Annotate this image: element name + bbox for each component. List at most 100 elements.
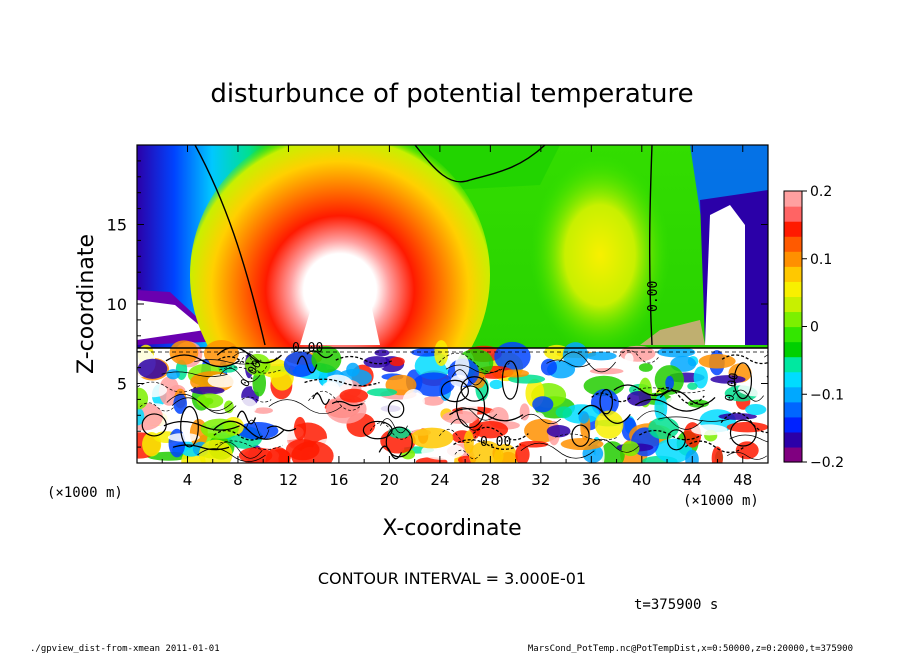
x-axis-label: X-coordinate xyxy=(382,516,521,541)
contour-line xyxy=(312,392,330,406)
turbulence-blob xyxy=(583,375,625,397)
turbulence-blob xyxy=(726,421,768,433)
contour-line xyxy=(163,420,240,431)
contour-label: 0.00 xyxy=(722,372,741,403)
contour-label: 0.00 xyxy=(480,435,511,450)
turbulence-blob xyxy=(442,410,478,424)
turbulence-blob xyxy=(190,386,225,395)
turbulence-blob xyxy=(374,349,390,357)
turbulence-blob xyxy=(402,389,425,415)
turbulence-blob xyxy=(434,340,449,366)
contour-line xyxy=(215,441,263,459)
colorbar-segment xyxy=(784,431,802,448)
y-tick-label: 15 xyxy=(107,216,127,235)
turbulence-blob xyxy=(207,373,237,388)
turbulence-blob xyxy=(412,372,455,397)
x-tick-label: 16 xyxy=(329,471,348,489)
contour-line xyxy=(726,451,768,460)
contour-line xyxy=(241,396,272,403)
contour-line xyxy=(472,426,529,441)
contour-line xyxy=(166,393,233,412)
contour-loop xyxy=(733,362,753,400)
contour-line xyxy=(245,419,270,440)
turbulence-blob xyxy=(562,342,589,368)
contour-line xyxy=(729,434,768,443)
contour-line xyxy=(559,351,616,373)
turbulence-blob xyxy=(339,388,369,403)
turbulence-blob xyxy=(578,411,589,424)
turbulence-blob xyxy=(291,441,334,463)
turbulence-blob xyxy=(745,403,767,416)
colorbar-segment xyxy=(784,266,802,282)
turbulence-blob xyxy=(200,418,239,439)
contour-line xyxy=(212,420,285,440)
colorbar-segment xyxy=(784,221,802,237)
contour-line xyxy=(304,378,380,387)
footer-left: ./gpview_dist-from-xmean 2011-01-01 xyxy=(30,644,220,654)
contour-loop xyxy=(501,360,519,400)
turbulence-blob xyxy=(738,381,768,397)
contour-line xyxy=(450,418,483,431)
contour-line xyxy=(634,398,705,412)
turbulence-blob xyxy=(654,393,668,422)
contour-line xyxy=(546,359,591,368)
colorbar-segment xyxy=(784,251,802,267)
contour-loop xyxy=(141,413,167,437)
contour-line xyxy=(449,407,524,422)
contour-line xyxy=(215,440,283,450)
turbulence-blob xyxy=(198,439,233,463)
x-tick-label: 40 xyxy=(632,471,651,489)
colorbar-tick-label: −0.1 xyxy=(810,387,844,403)
turbulence-blob xyxy=(589,367,624,375)
turbulence-blob xyxy=(454,354,470,380)
contour-line xyxy=(453,439,522,450)
contour-line xyxy=(306,350,334,359)
contour-loop xyxy=(599,388,613,415)
contour-line xyxy=(438,352,510,373)
turbulence-blob xyxy=(137,358,168,379)
contour-line xyxy=(613,384,669,397)
contour-line xyxy=(217,356,262,365)
colorbar-segment xyxy=(784,326,802,343)
contour-line xyxy=(577,404,631,424)
turbulence-blob xyxy=(711,446,723,463)
turbulence-blob xyxy=(698,354,736,369)
x-unit-left: (×1000 m) xyxy=(47,485,123,501)
turbulence-blob xyxy=(687,382,698,390)
contour-line xyxy=(732,389,764,402)
contour-loop xyxy=(385,426,413,458)
colorbar-segment xyxy=(784,296,802,313)
contour-line xyxy=(451,407,498,421)
contour-line xyxy=(380,418,408,434)
turbulence-blob xyxy=(265,446,291,463)
turbulence-blob xyxy=(137,387,149,410)
turbulence-blob xyxy=(691,424,728,436)
contour-line xyxy=(331,400,363,407)
turbulence-blob xyxy=(376,402,408,413)
turbulence-blob xyxy=(422,396,444,406)
x-tick-label: 20 xyxy=(380,471,399,489)
contour-line xyxy=(638,429,702,441)
contour-line xyxy=(232,351,278,364)
colorbar-tick-label: 0.1 xyxy=(810,252,832,268)
turbulence-blob xyxy=(693,366,708,389)
contour-label: 0.00 xyxy=(292,341,323,356)
turbulence-blob xyxy=(626,390,652,407)
contour-line xyxy=(296,355,318,374)
contour-line xyxy=(445,364,501,374)
turbulence-blob xyxy=(366,388,398,397)
contour-line xyxy=(161,371,228,377)
y-tick-label: 5 xyxy=(117,375,127,394)
turbulence-blob xyxy=(494,341,531,372)
turbulence-blob xyxy=(169,340,199,365)
turbulence-blob xyxy=(621,441,640,457)
turbulence-blob xyxy=(238,447,273,463)
colorbar-ticks: 0.2 0.1 0 −0.1 −0.2 xyxy=(802,184,844,471)
x-tick-label: 32 xyxy=(531,471,550,489)
turbulence-blob xyxy=(546,425,571,438)
turbulence-blob xyxy=(168,428,186,458)
colorbar-segment xyxy=(784,191,802,207)
y-axis-label: Z-coordinate xyxy=(74,234,99,374)
contour-line xyxy=(171,397,237,414)
